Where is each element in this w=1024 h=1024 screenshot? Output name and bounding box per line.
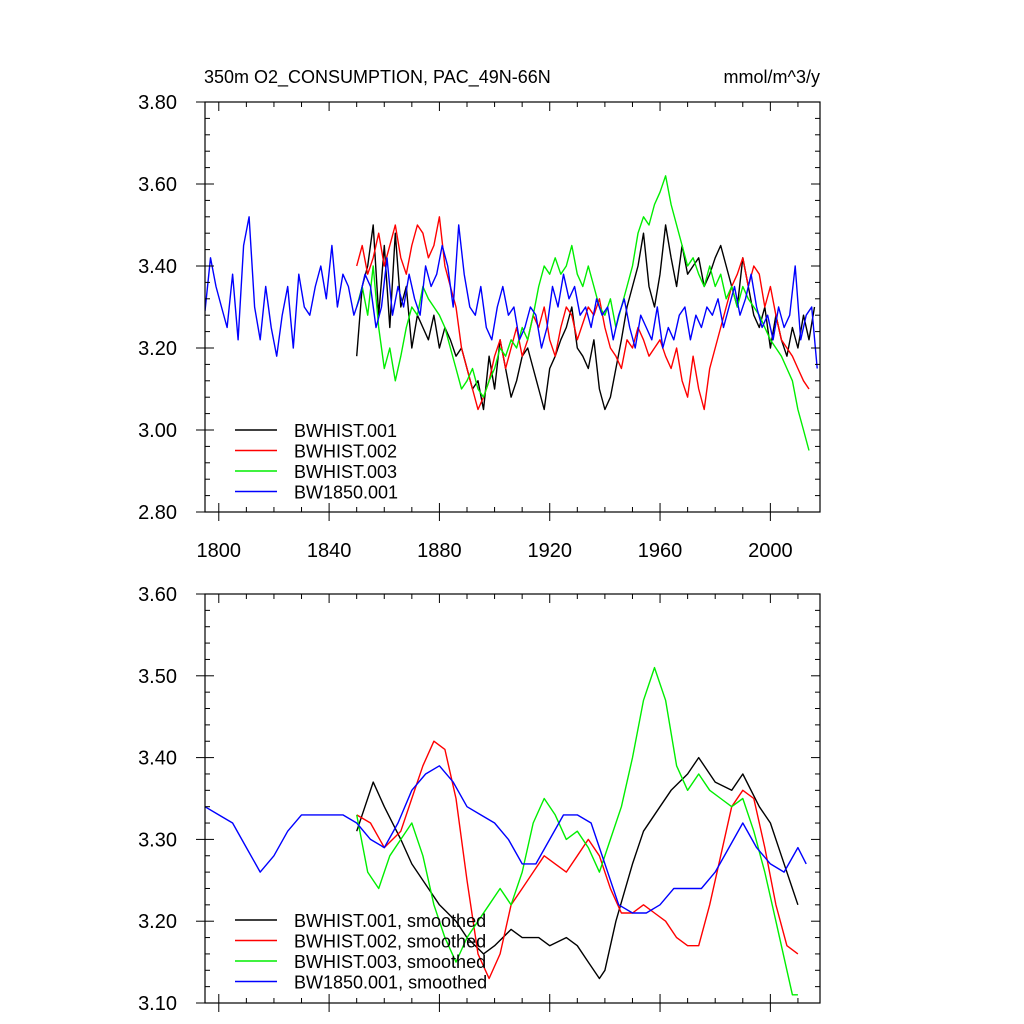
y-tick-label: 3.40 [138, 748, 177, 770]
y-tick-label: 3.60 [138, 584, 177, 606]
units-label: mmol/m^3/y [724, 67, 820, 87]
y-tick-label: 2.80 [138, 502, 177, 524]
y-tick-label: 3.30 [138, 829, 177, 851]
x-tick-label: 1840 [307, 540, 352, 562]
x-tick-label: 2000 [748, 540, 793, 562]
y-tick-label: 3.80 [138, 92, 177, 114]
y-tick-label: 3.10 [138, 993, 177, 1015]
x-tick-label: 1920 [527, 540, 572, 562]
legend-label: BW1850.001, smoothed [294, 973, 487, 993]
x-tick-label: 1800 [197, 540, 242, 562]
y-tick-label: 3.20 [138, 338, 177, 360]
x-tick-label: 1960 [638, 540, 683, 562]
y-tick-label: 3.40 [138, 256, 177, 278]
x-tick-label: 1880 [417, 540, 462, 562]
plot-frame [204, 593, 821, 1004]
legend-label: BWHIST.003, smoothed [294, 952, 486, 972]
panel-smoothed: 3.10 3.20 3.30 3.40 3.50 3.60 BWHIST.001, smo… [138, 584, 821, 1015]
legend-label: BWHIST.001 [294, 421, 397, 441]
chart-title: 350m O2_CONSUMPTION, PAC_49N-66N [204, 67, 551, 88]
legend-label: BWHIST.003 [294, 462, 397, 482]
series-line-bwhist-003 [356, 175, 810, 451]
series-line-bwhist-003-smoothed [356, 666, 798, 996]
series-line-bwhist-002-smoothed [356, 740, 799, 980]
y-tick-label: 3.50 [138, 666, 177, 688]
series-line-bwhist-002 [356, 216, 810, 411]
plot-area-smoothed: 3.10 3.20 3.30 3.40 3.50 3.60 [138, 584, 821, 1015]
series-line-bw1850-001 [205, 216, 818, 369]
series-line-bwhist-001 [356, 224, 816, 411]
plot-frame [204, 101, 821, 513]
legend-label: BW1850.001 [294, 483, 398, 503]
y-tick-label: 3.60 [138, 174, 177, 196]
legend-label: BWHIST.002 [294, 442, 397, 462]
legend-label: BWHIST.002, smoothed [294, 932, 486, 952]
plot-area-raw: 2.80 3.00 3.20 3.40 3.60 3.80 1800 1840 1880 1920… [138, 92, 821, 562]
series-group [205, 175, 818, 451]
y-tick-label: 3.20 [138, 911, 177, 933]
legend-label: BWHIST.001, smoothed [294, 911, 486, 931]
series-line-bwhist-001-smoothed [356, 756, 799, 980]
series-group [205, 666, 807, 996]
panel-raw: 350m O2_CONSUMPTION, PAC_49N-66N mmol/m^… [138, 67, 821, 562]
series-line-bw1850-001-smoothed [205, 765, 807, 914]
y-tick-label: 3.00 [138, 420, 177, 442]
